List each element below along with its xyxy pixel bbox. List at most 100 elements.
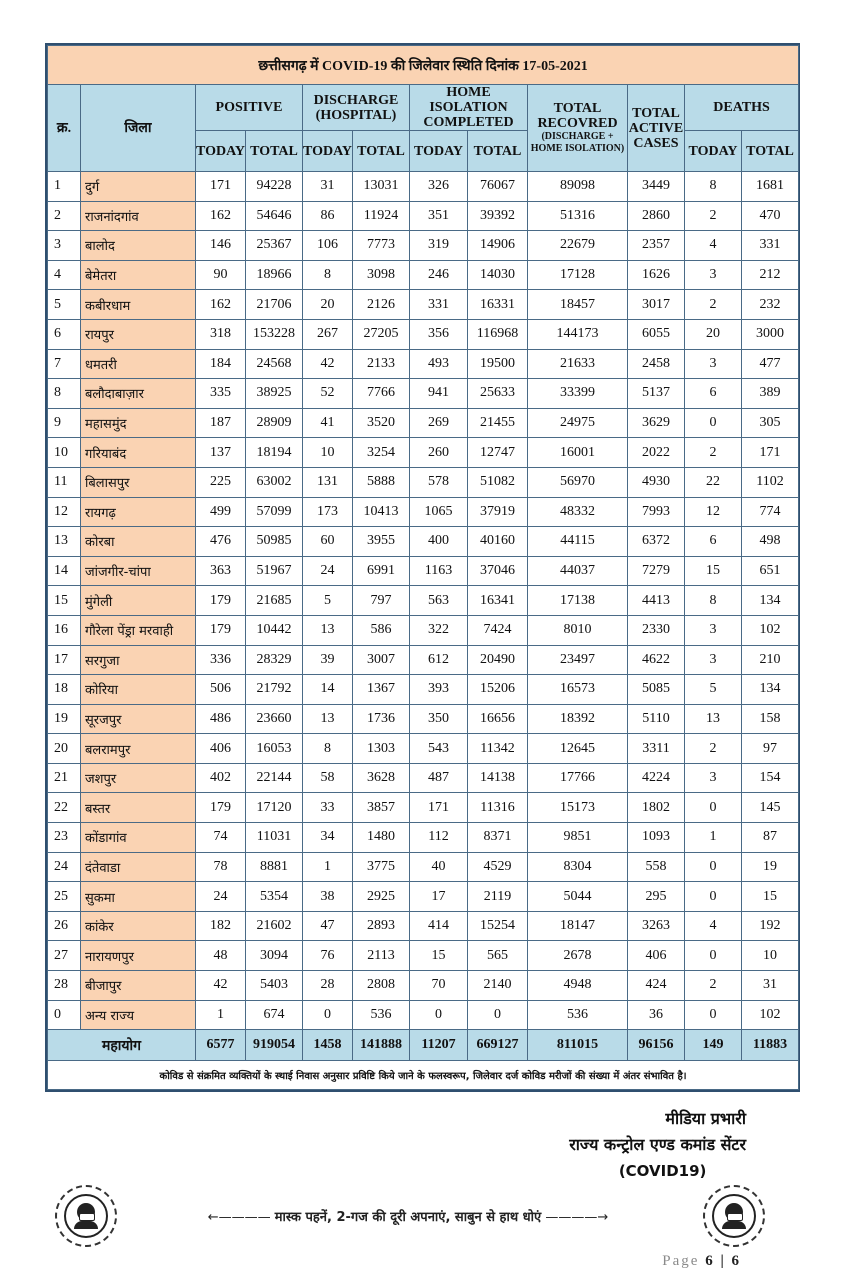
row-dis-total: 3098	[352, 259, 410, 291]
row-hi-total: 14030	[467, 259, 528, 291]
row-sno: 28	[47, 970, 81, 1001]
row-death-total: 31	[740, 970, 800, 1001]
masked-woman-icon	[55, 1185, 117, 1247]
table-body: 1 दुर्ग 171 94228 31 13031 326 76067 89098 3449 8 1…	[46, 171, 800, 1091]
row-pos-today: 179	[195, 585, 246, 616]
row-district: कांकेर	[80, 910, 196, 942]
row-hi-total: 11316	[467, 792, 528, 824]
footer-slogan: ←———— मास्क पहनें, 2-गज की दूरी अपनाएं, …	[207, 1210, 609, 1225]
row-pos-total: 24568	[245, 348, 303, 380]
report-title: छत्तीसगढ़ में COVID-19 की जिलेवार स्थिति…	[46, 45, 800, 85]
row-death-today: 4	[684, 230, 742, 261]
row-pos-total: 63002	[245, 466, 303, 498]
row-pos-today: 179	[195, 792, 246, 824]
header-sno: क्र.	[47, 84, 81, 172]
row-dis-total: 1303	[352, 733, 410, 764]
row-district: नारायणपुर	[80, 940, 196, 972]
row-pos-today: 499	[195, 496, 246, 528]
table-row: 27 नारायणपुर 48 3094 76 2113 15 565 2678 406 0 10	[47, 940, 800, 972]
row-dis-today: 47	[302, 910, 353, 942]
row-death-total: 232	[740, 289, 800, 320]
row-district: बेमेतरा	[80, 259, 196, 291]
row-dis-total: 3857	[352, 792, 410, 824]
row-dis-total: 6991	[352, 555, 410, 587]
row-recovered: 536	[527, 999, 628, 1031]
row-death-today: 1	[684, 822, 742, 853]
row-active: 424	[627, 970, 685, 1001]
row-hi-total: 116968	[467, 318, 528, 350]
row-death-today: 0	[684, 881, 742, 912]
row-pos-total: 5354	[245, 881, 303, 912]
row-sno: 27	[47, 940, 81, 972]
row-hi-total: 76067	[467, 171, 528, 202]
row-death-total: 154	[740, 762, 800, 794]
row-pos-today: 506	[195, 674, 246, 705]
row-sno: 20	[47, 733, 81, 764]
row-sno: 17	[47, 644, 81, 676]
row-death-total: 171	[740, 437, 800, 468]
header-positive-total: TOTAL	[245, 130, 303, 172]
row-pos-today: 402	[195, 762, 246, 794]
row-district: अन्य राज्य	[80, 999, 196, 1031]
header-hi-today: TODAY	[409, 130, 468, 172]
row-hi-today: 941	[409, 378, 468, 409]
header-total-recovered-note: (DISCHARGE + HOME ISOLATION)	[530, 131, 625, 154]
row-dis-total: 27205	[352, 318, 410, 350]
signature-title: मीडिया प्रभारी	[665, 1109, 746, 1128]
row-sno: 21	[47, 762, 81, 794]
row-pos-total: 21685	[245, 585, 303, 616]
row-active: 5085	[627, 674, 685, 705]
row-death-today: 22	[684, 466, 742, 498]
row-dis-total: 3520	[352, 407, 410, 439]
row-dis-total: 3955	[352, 526, 410, 557]
row-sno: 23	[47, 822, 81, 853]
row-district: रायपुर	[80, 318, 196, 350]
row-sno: 15	[47, 585, 81, 616]
row-hi-total: 12747	[467, 437, 528, 468]
table-row: 28 बीजापुर 42 5403 28 2808 70 2140 4948 424 2 31	[47, 970, 800, 1001]
row-recovered: 2678	[527, 940, 628, 972]
row-hi-today: 322	[409, 614, 468, 646]
row-hi-total: 16331	[467, 289, 528, 320]
row-pos-total: 5403	[245, 970, 303, 1001]
row-district: गौरेला पेंड्रा मरवाही	[80, 614, 196, 646]
row-dis-total: 2113	[352, 940, 410, 972]
row-pos-total: 10442	[245, 614, 303, 646]
row-death-total: 145	[740, 792, 800, 824]
grand-total-dis-today: 1458	[302, 1029, 353, 1062]
row-dis-today: 5	[302, 585, 353, 616]
row-death-total: 498	[740, 526, 800, 557]
row-death-total: 774	[740, 496, 800, 528]
row-death-today: 8	[684, 171, 742, 202]
row-hi-today: 414	[409, 910, 468, 942]
row-dis-total: 7773	[352, 230, 410, 261]
row-pos-total: 57099	[245, 496, 303, 528]
row-active: 4413	[627, 585, 685, 616]
table-row: 19 सूरजपुर 486 23660 13 1736 350 16656 18392 5110…	[47, 703, 800, 735]
grand-total-pos-total: 919054	[245, 1029, 303, 1062]
row-death-today: 3	[684, 644, 742, 676]
row-recovered: 9851	[527, 822, 628, 853]
row-pos-today: 24	[195, 881, 246, 912]
row-dis-today: 14	[302, 674, 353, 705]
row-hi-today: 487	[409, 762, 468, 794]
row-dis-today: 24	[302, 555, 353, 587]
row-dis-total: 2808	[352, 970, 410, 1001]
row-active: 1626	[627, 259, 685, 291]
table-row: 17 सरगुजा 336 28329 39 3007 612 20490 23497 4622 3…	[47, 644, 800, 676]
row-sno: 2	[47, 200, 81, 232]
row-hi-total: 4529	[467, 851, 528, 883]
row-hi-total: 15254	[467, 910, 528, 942]
table-row: 12 रायगढ़ 499 57099 173 10413 1065 37919 48332 79…	[47, 496, 800, 528]
row-death-total: 1102	[740, 466, 800, 498]
row-district: जांजगीर-चांपा	[80, 555, 196, 587]
row-dis-total: 536	[352, 999, 410, 1031]
header-discharge-total: TOTAL	[352, 130, 410, 172]
row-death-total: 305	[740, 407, 800, 439]
row-hi-today: 171	[409, 792, 468, 824]
row-pos-today: 162	[195, 200, 246, 232]
row-death-total: 134	[740, 674, 800, 705]
masked-man-icon	[703, 1185, 765, 1247]
row-pos-today: 182	[195, 910, 246, 942]
row-hi-total: 19500	[467, 348, 528, 380]
